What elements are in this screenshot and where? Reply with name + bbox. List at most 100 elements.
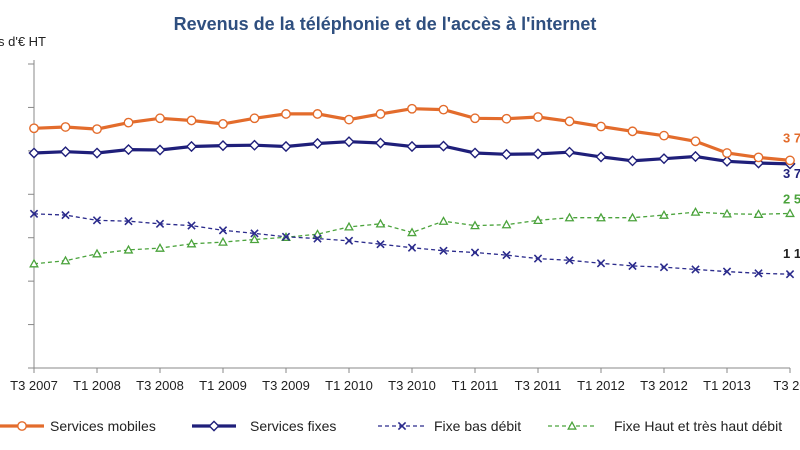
data-point [469, 147, 481, 159]
data-point [187, 221, 196, 230]
data-point [60, 122, 71, 132]
data-point [374, 137, 387, 149]
data-point [123, 244, 134, 254]
x-tick-label: T3 2011 [515, 378, 562, 393]
data-point [122, 143, 135, 156]
data-point [311, 137, 324, 150]
x-tick-label: T3 2009 [262, 378, 310, 393]
data-point [407, 227, 417, 237]
series-line [33, 211, 791, 265]
data-point [595, 151, 607, 163]
x-tick-label: T1 2011 [452, 378, 499, 393]
data-point [470, 113, 480, 124]
legend-item: Services mobiles [0, 418, 156, 434]
data-point [248, 139, 261, 151]
end-label: 3 7 [783, 130, 800, 145]
data-point [721, 155, 733, 167]
data-point [627, 212, 638, 222]
data-point [154, 144, 166, 156]
data-point [565, 256, 574, 265]
data-point [344, 236, 354, 245]
data-point [218, 119, 228, 129]
data-point [186, 238, 197, 248]
x-tick-label: T3 2007 [10, 378, 58, 393]
series-fixe-bas-d-bit [29, 209, 795, 279]
data-point [564, 116, 575, 127]
data-point [29, 209, 39, 218]
legend-item: Fixe Haut et très haut débit [548, 418, 782, 434]
data-point [754, 269, 763, 278]
x-tick-label: T3 20 [773, 378, 800, 393]
x-tick-label: T1 2010 [325, 378, 373, 393]
end-labels: 3 7 3 7 1 1 2 5 [783, 130, 800, 261]
data-point [185, 140, 198, 153]
data-point [217, 140, 229, 152]
data-point [533, 254, 543, 263]
x-tick-label: T1 2009 [199, 378, 247, 393]
data-point [29, 258, 39, 268]
data-point [28, 147, 40, 159]
data-point [722, 148, 732, 158]
data-point [155, 219, 165, 228]
x-tick-label: T3 2010 [388, 378, 436, 393]
x-tick-label: T3 2008 [136, 378, 184, 393]
data-point [376, 240, 385, 249]
series-services-fixes [28, 136, 796, 170]
data-point [397, 421, 407, 431]
data-point [563, 146, 576, 158]
data-point [627, 126, 638, 137]
data-point [218, 226, 228, 235]
data-point [186, 115, 197, 126]
legend-label: Services mobiles [50, 418, 156, 434]
data-point [532, 148, 544, 160]
data-point [690, 206, 701, 216]
data-point [691, 265, 700, 274]
data-point [596, 259, 606, 268]
data-point [407, 103, 417, 114]
legend-label: Fixe Haut et très haut débit [614, 418, 782, 434]
end-label: 1 1 [783, 246, 800, 261]
data-point [344, 221, 354, 231]
data-point [753, 152, 764, 163]
data-point [500, 148, 513, 160]
data-point [92, 248, 102, 258]
data-point [123, 117, 134, 128]
data-point [438, 104, 449, 115]
data-point [281, 109, 291, 119]
data-point [29, 123, 39, 134]
axes: T3 2007 T1 2008 T3 2008 T1 2009 T3 2009 T1 20… [10, 60, 800, 393]
end-label: 3 7 [783, 166, 800, 181]
data-point [249, 234, 260, 244]
data-point [470, 248, 480, 257]
data-point [501, 219, 512, 229]
data-point [92, 124, 102, 135]
legend-item: Services fixes [192, 418, 336, 434]
data-point [406, 140, 418, 153]
data-point [155, 113, 165, 124]
series-fixe-haut-et-tr-s-haut-d-bit [29, 206, 795, 268]
series-line [33, 107, 791, 162]
series-line [33, 213, 791, 275]
data-point [564, 212, 575, 222]
series-services-mobiles [29, 103, 795, 166]
data-point [501, 113, 512, 124]
data-point [502, 250, 511, 260]
data-point [437, 140, 450, 152]
data-point [659, 263, 669, 272]
data-point [208, 420, 220, 432]
data-point [92, 216, 102, 225]
data-point [17, 421, 27, 431]
legend: Services mobiles Services fixes Fixe bas d… [0, 418, 782, 434]
data-point [375, 109, 386, 119]
data-point [785, 270, 795, 279]
data-point [439, 246, 448, 255]
data-point [249, 113, 260, 124]
data-point [785, 208, 795, 218]
data-point [375, 218, 386, 228]
data-point [438, 216, 449, 225]
data-point [690, 136, 701, 147]
chart-title: Revenus de la téléphonie et de l'accès à… [174, 14, 597, 34]
data-point [785, 155, 795, 166]
data-point [626, 155, 639, 167]
